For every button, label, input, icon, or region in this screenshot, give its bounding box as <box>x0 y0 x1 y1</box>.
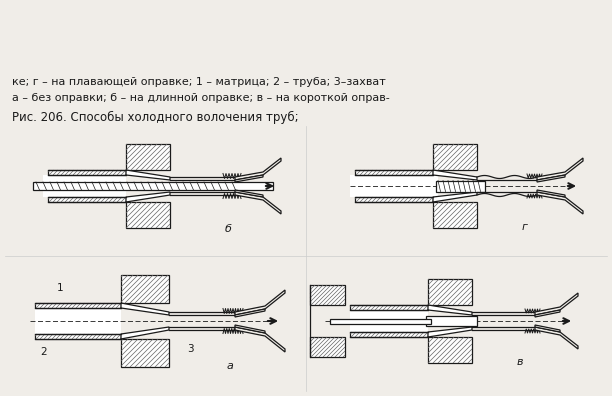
Bar <box>350 305 428 310</box>
Polygon shape <box>537 190 565 197</box>
Bar <box>428 279 472 305</box>
Bar <box>350 175 438 197</box>
Bar <box>426 316 477 326</box>
Bar <box>126 144 170 170</box>
Bar <box>35 334 121 339</box>
Bar <box>48 197 126 202</box>
Bar <box>355 170 433 175</box>
Bar <box>436 181 485 192</box>
Polygon shape <box>235 309 265 317</box>
Polygon shape <box>428 305 472 315</box>
Bar <box>350 332 428 337</box>
Polygon shape <box>433 170 477 180</box>
Polygon shape <box>235 325 265 333</box>
Bar <box>433 144 477 170</box>
Text: 3: 3 <box>187 344 193 354</box>
Text: 2: 2 <box>40 347 47 357</box>
Text: 1: 1 <box>57 283 63 293</box>
Polygon shape <box>535 293 578 315</box>
Bar <box>428 337 472 363</box>
Bar <box>35 308 121 334</box>
Polygon shape <box>235 192 281 214</box>
Text: Рис. 206. Способы холодного волочения труб;: Рис. 206. Способы холодного волочения тр… <box>12 111 299 124</box>
Text: б: б <box>225 224 231 234</box>
Bar <box>48 170 126 175</box>
Polygon shape <box>537 192 583 214</box>
Bar <box>121 339 169 367</box>
Polygon shape <box>235 175 263 182</box>
Bar <box>330 318 431 324</box>
Polygon shape <box>126 192 170 202</box>
Text: г: г <box>522 222 528 232</box>
Polygon shape <box>428 327 472 337</box>
Polygon shape <box>433 192 477 202</box>
Bar <box>350 310 428 332</box>
Polygon shape <box>537 158 583 180</box>
Text: в: в <box>517 357 523 367</box>
Polygon shape <box>235 158 281 180</box>
Bar <box>310 285 345 305</box>
Polygon shape <box>535 327 578 349</box>
Bar <box>126 202 170 228</box>
Bar <box>355 197 433 202</box>
Polygon shape <box>537 175 565 182</box>
Text: ке; г – на плавающей оправке; 1 – матрица; 2 – труба; 3–захват: ке; г – на плавающей оправке; 1 – матриц… <box>12 77 386 87</box>
Polygon shape <box>235 327 285 352</box>
Bar <box>310 337 345 357</box>
Polygon shape <box>235 190 263 197</box>
Text: а: а <box>226 361 233 371</box>
Polygon shape <box>235 290 285 315</box>
Polygon shape <box>535 310 560 317</box>
Bar <box>33 182 273 190</box>
Bar <box>35 303 121 308</box>
Text: а – без оправки; б – на длинной оправке; в – на короткой оправ-: а – без оправки; б – на длинной оправке;… <box>12 93 390 103</box>
Polygon shape <box>121 327 169 339</box>
Polygon shape <box>126 170 170 180</box>
Bar <box>433 202 477 228</box>
Polygon shape <box>121 303 169 315</box>
Bar <box>43 175 126 197</box>
Polygon shape <box>535 325 560 332</box>
Bar <box>121 275 169 303</box>
